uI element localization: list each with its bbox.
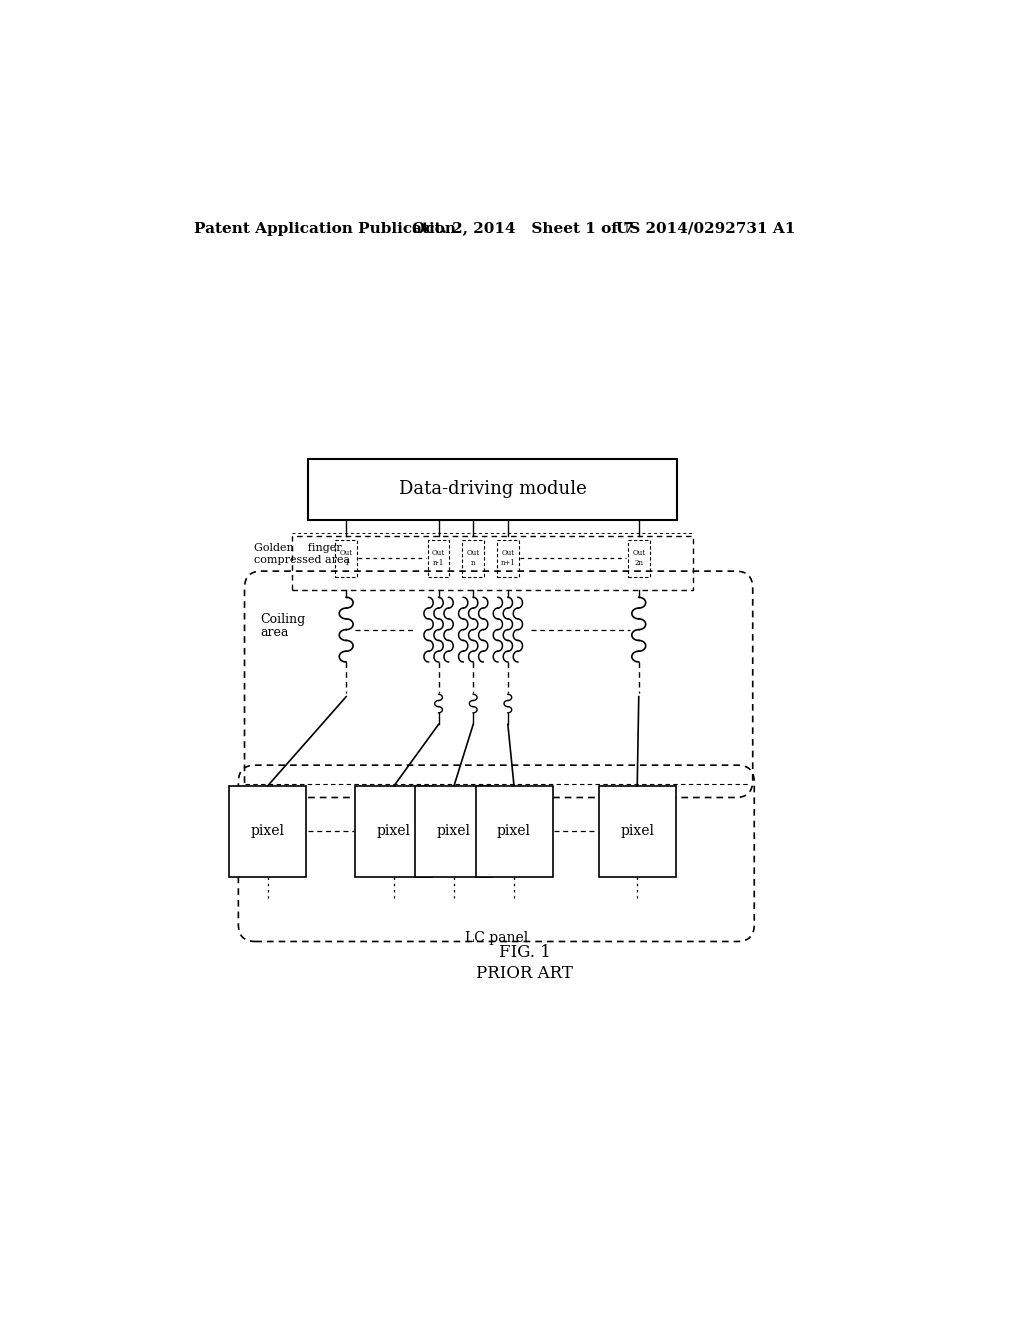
Text: Data-driving module: Data-driving module bbox=[398, 480, 587, 499]
Bar bbox=[599, 785, 676, 876]
Bar bbox=[497, 540, 518, 577]
Bar bbox=[307, 459, 677, 520]
Text: Out
n: Out n bbox=[467, 549, 479, 566]
Text: pixel: pixel bbox=[497, 825, 531, 838]
Text: Out
n+1: Out n+1 bbox=[501, 549, 515, 566]
Text: US 2014/0292731 A1: US 2014/0292731 A1 bbox=[615, 222, 795, 235]
Bar bbox=[292, 536, 692, 590]
Bar bbox=[355, 785, 432, 876]
Text: Coiling: Coiling bbox=[260, 612, 305, 626]
Text: Patent Application Publication: Patent Application Publication bbox=[194, 222, 456, 235]
Text: pixel: pixel bbox=[251, 825, 285, 838]
Bar bbox=[428, 540, 450, 577]
Text: pixel: pixel bbox=[437, 825, 471, 838]
Text: PRIOR ART: PRIOR ART bbox=[476, 965, 573, 982]
Text: compressed area: compressed area bbox=[254, 554, 350, 565]
Text: pixel: pixel bbox=[377, 825, 411, 838]
Text: Out
1: Out 1 bbox=[340, 549, 352, 566]
Text: Out
n-1: Out n-1 bbox=[432, 549, 445, 566]
Text: FIG. 1: FIG. 1 bbox=[499, 944, 551, 961]
Text: pixel: pixel bbox=[621, 825, 654, 838]
Bar bbox=[229, 785, 306, 876]
Text: Oct. 2, 2014   Sheet 1 of 7: Oct. 2, 2014 Sheet 1 of 7 bbox=[412, 222, 634, 235]
Bar bbox=[336, 540, 357, 577]
Text: LC panel: LC panel bbox=[465, 931, 528, 945]
Bar bbox=[416, 785, 493, 876]
Bar bbox=[475, 785, 553, 876]
Bar bbox=[463, 540, 484, 577]
Text: Golden    finger: Golden finger bbox=[254, 544, 341, 553]
Bar bbox=[628, 540, 649, 577]
Text: area: area bbox=[260, 626, 289, 639]
Text: Out
2n: Out 2n bbox=[632, 549, 645, 566]
